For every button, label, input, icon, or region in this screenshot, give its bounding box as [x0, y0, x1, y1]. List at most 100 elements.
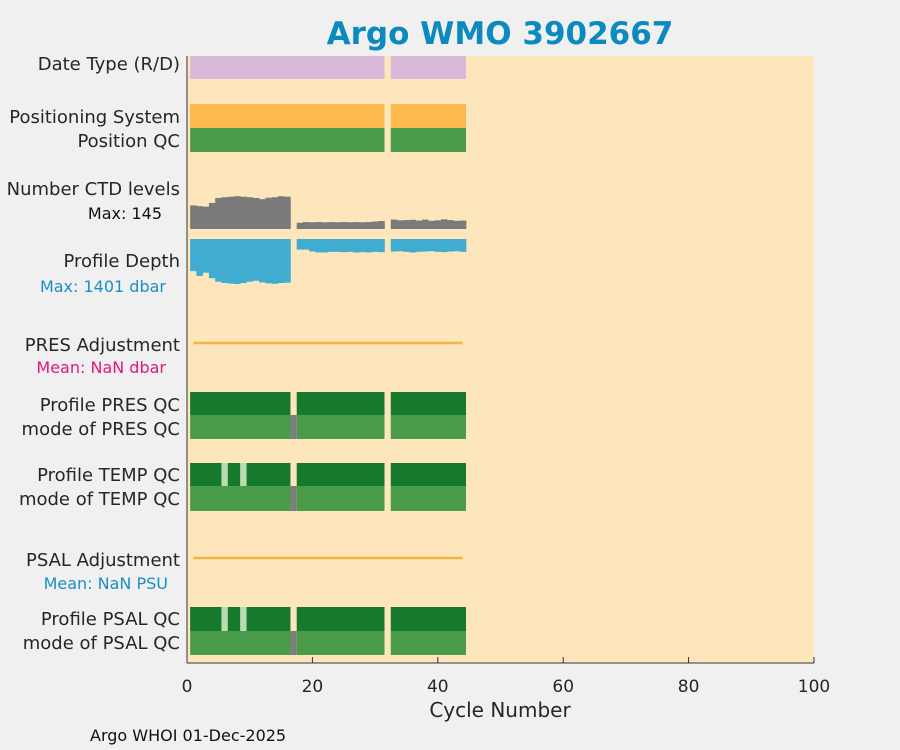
profile-depth-bar-34	[397, 239, 404, 252]
profile-temp-qc-segment-1	[190, 463, 222, 486]
profile-depth-bar-21	[315, 239, 323, 253]
row-label-date-type: Date Type (R/D)	[38, 54, 180, 75]
mode-temp-qc-segment-4	[390, 486, 467, 511]
ctd-levels-bar-7	[227, 196, 235, 229]
date-type-segment-2	[390, 56, 467, 79]
mode-psal-qc-segment-1	[190, 631, 291, 655]
ctd-levels-bar-23	[328, 222, 335, 229]
profile-depth-bar-7	[227, 239, 235, 284]
ctd-levels-bar-2	[196, 206, 203, 229]
profile-depth-bar-2	[196, 239, 203, 276]
profile-depth-bar-38	[422, 239, 429, 252]
profile-depth-bar-41	[440, 239, 448, 253]
profile-depth-bar-35	[403, 239, 410, 252]
profile-depth-bar-6	[221, 239, 229, 284]
profile-depth-bar-13	[265, 239, 272, 284]
profile-depth-bar-42	[447, 239, 454, 252]
profile-pres-qc-segment-1	[190, 392, 291, 415]
profile-depth-bar-16	[284, 239, 291, 283]
row-label-mode-pres-qc: mode of PRES QC	[22, 419, 180, 440]
date-type-segment-1	[190, 56, 385, 79]
chart-title: Argo WMO 3902667	[327, 16, 674, 52]
profile-psal-qc-segment-2	[221, 607, 228, 631]
profile-temp-qc-segment-7	[390, 463, 467, 486]
profile-depth-bar-20	[309, 239, 316, 252]
ctd-levels-bar-36	[409, 219, 417, 229]
ctd-levels-bar-16	[284, 196, 291, 229]
ctd-levels-bar-27	[353, 222, 360, 229]
ctd-levels-bar-37	[415, 220, 423, 229]
profile-psal-qc-segment-1	[190, 607, 222, 631]
profile-depth-bar-15	[277, 239, 285, 284]
position-qc-segment-1	[190, 128, 385, 152]
profile-depth-bar-33	[390, 239, 398, 252]
ctd-levels-bar-29	[365, 222, 373, 229]
profile-depth-bar-24	[334, 239, 341, 252]
ctd-levels-bar-42	[447, 220, 454, 229]
ctd-levels-bar-43	[453, 220, 461, 229]
profile-psal-qc-segment-5	[246, 607, 291, 631]
x-tick-label-20: 20	[302, 677, 324, 697]
ctd-levels-bar-15	[277, 196, 285, 229]
profile-psal-qc-segment-4	[240, 607, 247, 631]
profile-depth-bar-22	[321, 239, 329, 253]
profile-depth-bar-23	[328, 239, 335, 252]
ctd-levels-bar-9	[240, 196, 247, 229]
mode-pres-qc-segment-1	[190, 415, 291, 439]
row-label-pres-adjustment: PRES Adjustment	[25, 335, 180, 356]
row-label-profile-pres-qc: Profile PRES QC	[40, 395, 180, 416]
profile-depth-bar-8	[234, 239, 241, 284]
profile-depth-bar-27	[353, 239, 360, 253]
row-label-mode-psal-qc: mode of PSAL QC	[23, 633, 180, 654]
mode-temp-qc-segment-1	[190, 486, 291, 511]
plot-area	[187, 56, 814, 663]
ctd-levels-bar-6	[221, 197, 229, 229]
profile-temp-qc-segment-5	[246, 463, 291, 486]
profile-psal-qc-segment-3	[227, 607, 241, 631]
ctd-levels-bar-33	[390, 219, 398, 229]
row-label-profile-psal-qc: Profile PSAL QC	[41, 609, 180, 630]
profile-pres-qc-segment-2	[296, 392, 385, 415]
ctd-levels-bar-39	[428, 220, 435, 229]
profile-temp-qc-segment-3	[227, 463, 241, 486]
x-tick-label-40: 40	[427, 677, 449, 697]
ctd-levels-bar-18	[296, 222, 304, 229]
ctd-levels-bar-25	[340, 222, 348, 229]
row-label-profile-temp-qc: Profile TEMP QC	[37, 465, 180, 486]
profile-temp-qc-segment-2	[221, 463, 228, 486]
row-label-position-qc: Position QC	[77, 131, 180, 152]
x-tick-label-100: 100	[798, 677, 830, 697]
profile-depth-bar-31	[378, 239, 385, 253]
ctd-levels-bar-38	[422, 219, 429, 229]
ctd-levels-bar-5	[215, 197, 222, 229]
ctd-levels-bar-11	[252, 197, 260, 229]
positioning-system-segment-1	[190, 104, 385, 128]
mode-psal-qc-segment-4	[390, 631, 467, 655]
ctd-levels-bar-19	[302, 222, 310, 229]
ctd-levels-bar-40	[434, 220, 442, 229]
ctd-levels-bar-14	[271, 197, 279, 229]
profile-depth-bar-36	[409, 239, 417, 253]
profile-depth-bar-19	[302, 239, 310, 250]
ctd-levels-bar-26	[346, 222, 354, 229]
position-qc-segment-2	[390, 128, 467, 152]
ctd-levels-bar-21	[315, 222, 323, 229]
row-label-ctd-levels: Number CTD levels	[7, 179, 180, 200]
ctd-levels-bar-24	[334, 222, 341, 229]
profile-temp-qc-segment-6	[296, 463, 385, 486]
mode-temp-qc-segment-2	[290, 486, 297, 511]
profile-depth-bar-30	[371, 239, 379, 252]
mode-psal-qc-segment-3	[296, 631, 385, 655]
profile-depth-bar-10	[246, 239, 254, 282]
mode-temp-qc-segment-3	[296, 486, 385, 511]
profile-depth-bar-40	[434, 239, 442, 252]
ctd-levels-bar-4	[208, 202, 216, 229]
mode-pres-qc-segment-3	[296, 415, 385, 439]
profile-depth-bar-1	[190, 239, 197, 272]
ctd-levels-bar-10	[246, 197, 254, 229]
profile-psal-qc-segment-6	[296, 607, 385, 631]
ctd-levels-bar-34	[397, 220, 404, 229]
profile-depth-bar-44	[459, 239, 467, 252]
ctd-levels-bar-12	[259, 199, 266, 229]
